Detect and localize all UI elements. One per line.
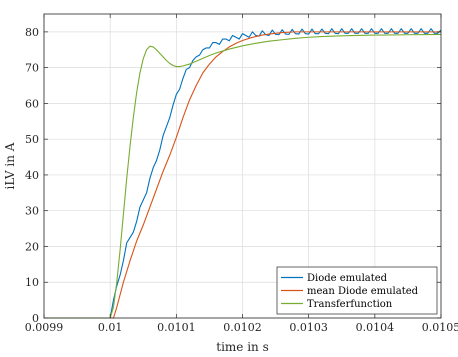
y-tick-label: 80 bbox=[25, 26, 39, 39]
x-tick-label: 0.01 bbox=[98, 321, 123, 334]
y-tick-label: 20 bbox=[25, 240, 39, 253]
x-tick-label: 0.0103 bbox=[289, 321, 328, 334]
y-axis-label: iLV in A bbox=[3, 142, 17, 189]
ticks: 0.0099 0.01 0.0101 0.0102 0.0103 0.0104 0.0105… bbox=[25, 14, 458, 334]
series-line-0 bbox=[44, 28, 442, 319]
y-tick-label: 40 bbox=[25, 169, 39, 182]
y-tick-label: 70 bbox=[25, 62, 39, 75]
y-tick-label: 30 bbox=[25, 205, 39, 218]
series-group bbox=[44, 28, 442, 319]
y-tick-label: 60 bbox=[25, 97, 39, 110]
y-tick-label: 50 bbox=[25, 133, 39, 146]
legend-label-2: Transferfunction bbox=[307, 299, 393, 310]
legend-label-1: mean Diode emulated bbox=[307, 286, 419, 297]
x-tick-label: 0.0104 bbox=[356, 321, 395, 334]
x-tick-label: 0.0099 bbox=[25, 321, 64, 334]
legend-label-0: Diode emulated bbox=[307, 273, 388, 284]
series-line-2 bbox=[44, 33, 442, 319]
y-tick-label: 10 bbox=[25, 276, 39, 289]
y-tick-label: 0 bbox=[32, 312, 39, 325]
x-tick-label: 0.0101 bbox=[157, 321, 196, 334]
x-axis-label: time in s bbox=[216, 340, 269, 354]
series-line-1 bbox=[44, 31, 441, 319]
x-tick-label: 0.0102 bbox=[223, 321, 262, 334]
legend-box bbox=[276, 266, 438, 315]
legend: Diode emulated mean Diode emulated Transfe… bbox=[276, 266, 438, 315]
x-tick-label: 0.0105 bbox=[422, 321, 458, 334]
